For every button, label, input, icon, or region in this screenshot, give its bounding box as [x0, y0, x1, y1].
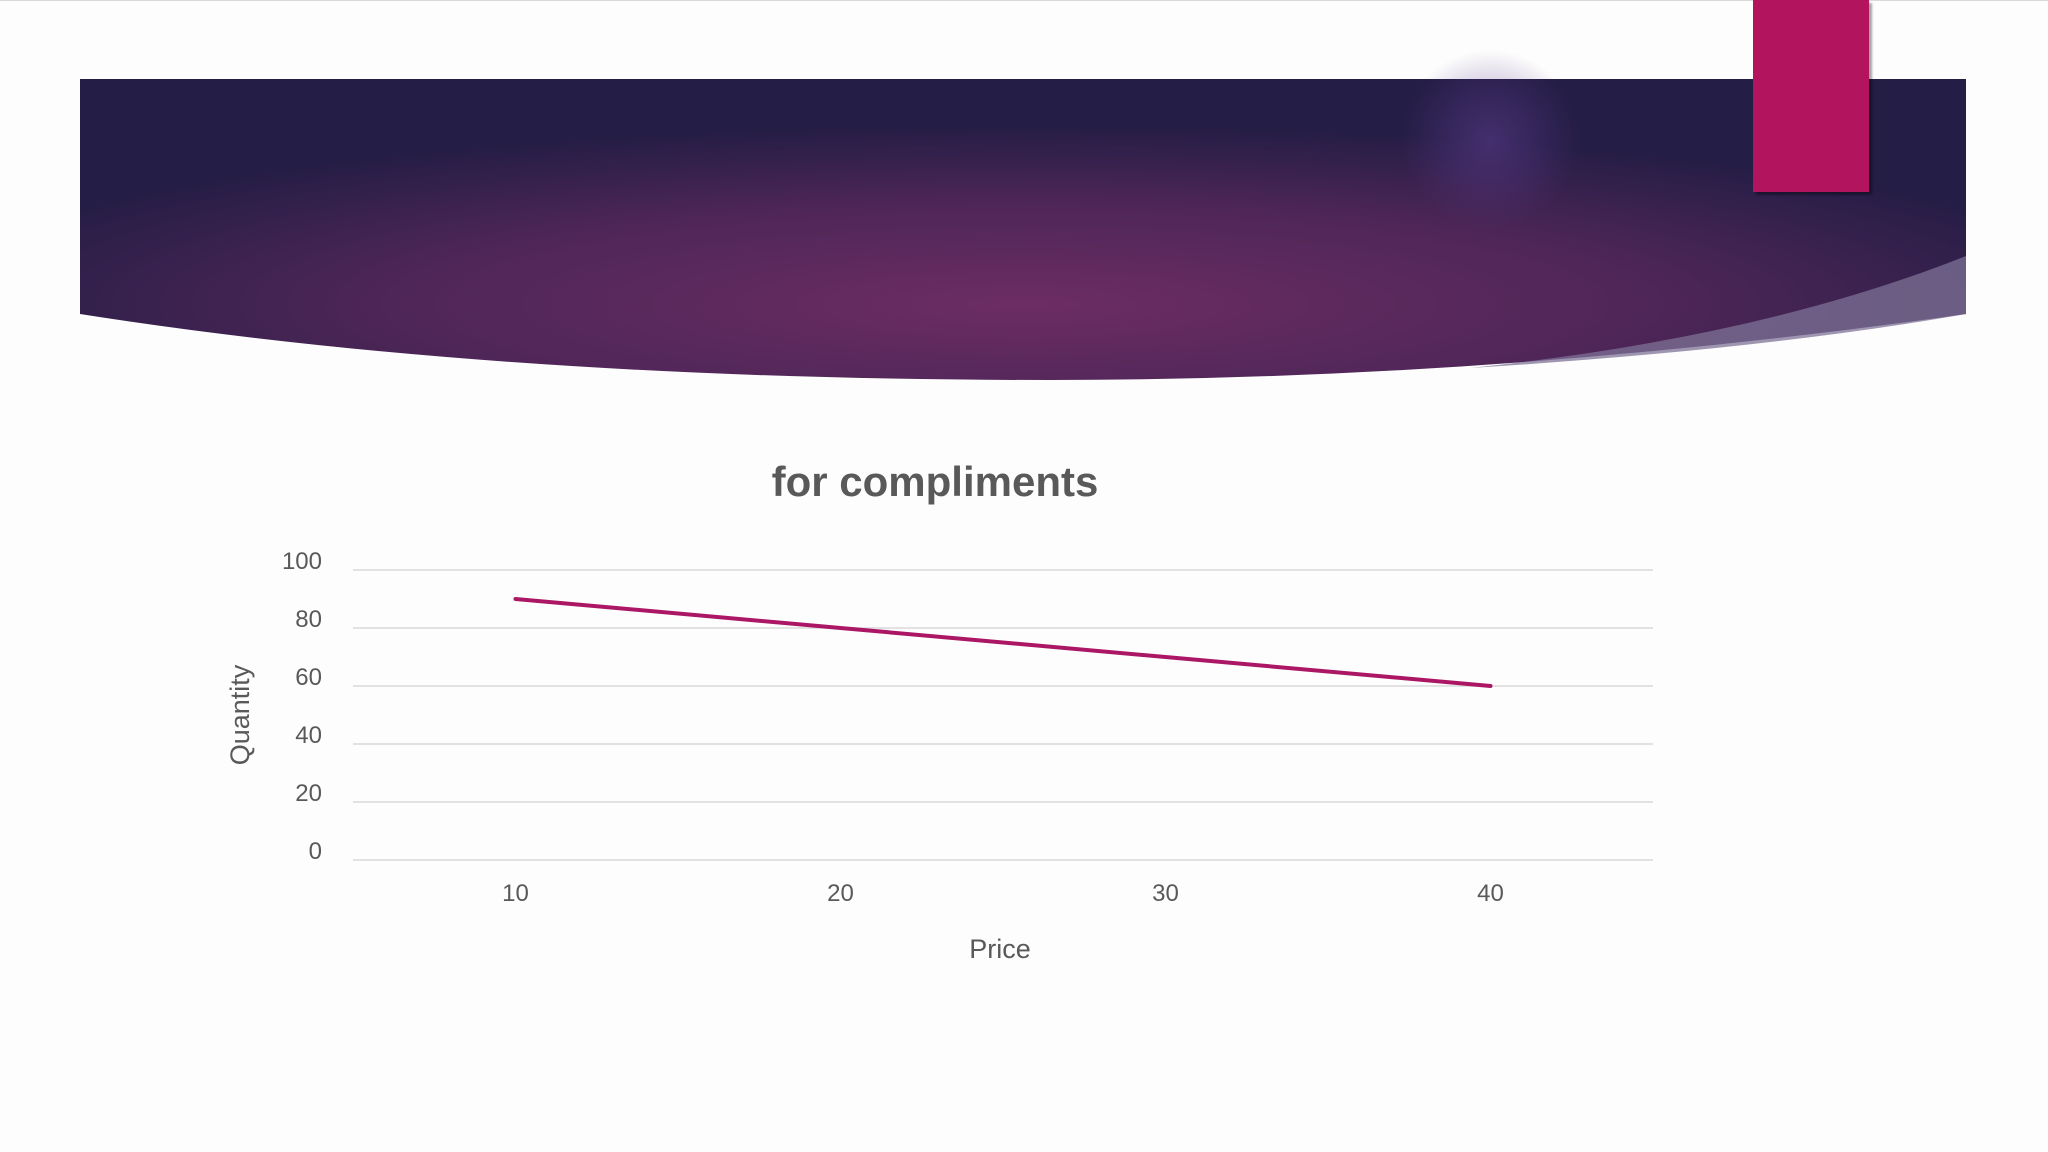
y-tick-label: 100	[281, 548, 322, 575]
banner-glow	[1400, 50, 1580, 230]
y-tick-label: 80	[295, 606, 322, 633]
header-banner	[80, 50, 1966, 380]
x-axis-label: Price	[969, 934, 1031, 964]
slide-top-border	[0, 0, 2048, 1]
y-tick-label: 40	[295, 722, 322, 749]
y-axis-label: Quantity	[225, 664, 255, 766]
y-tick-label: 20	[295, 780, 322, 807]
x-tick-label: 20	[827, 880, 854, 907]
x-tick-label: 10	[502, 880, 529, 907]
chart-title: for compliments	[771, 458, 1099, 505]
y-tick-label: 60	[295, 664, 322, 691]
x-tick-label: 30	[1152, 880, 1179, 907]
y-tick-label: 0	[308, 838, 322, 865]
x-tick-label: 40	[1477, 880, 1504, 907]
series-line	[513, 597, 1493, 688]
accent-bookmark	[1753, 0, 1869, 192]
banner-swoosh	[1470, 256, 1966, 368]
